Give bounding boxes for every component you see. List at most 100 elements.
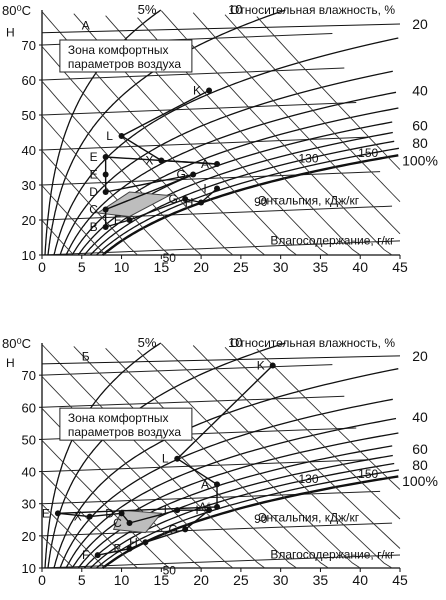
process-line (200, 187, 218, 204)
process-line (89, 512, 122, 518)
comfort-label-box (59, 407, 193, 441)
h-line (41, 355, 401, 365)
comfort-label-line2: параметров воздуха (68, 425, 181, 439)
x-tick-label: 30 (273, 259, 289, 275)
enthalpy-label: 130 (298, 472, 318, 486)
h-line-label: Н (6, 25, 15, 39)
h-line-letter: А (82, 18, 90, 32)
y-tick-label: 40 (22, 143, 36, 158)
enthalpy-label: 50 (163, 563, 177, 577)
point-label: B (114, 542, 122, 556)
point-label: X (74, 510, 82, 524)
y-tick-label: 20 (22, 529, 36, 544)
comfort-zone (96, 191, 172, 218)
point-label: G (169, 192, 178, 206)
rh-right-label: 60 (412, 118, 428, 134)
process-line (176, 458, 218, 486)
rh-curve (77, 121, 393, 256)
rh-curve (44, 342, 162, 569)
h-line-letter: Б (82, 350, 90, 364)
y-tick-label: 50 (22, 108, 36, 123)
enthalpy-axis-label: Энтальпия, кДж/кг (258, 510, 360, 524)
y-tick-label: 10 (22, 248, 36, 263)
enthalpy-line (41, 185, 106, 256)
enthalpy-line (105, 347, 329, 569)
rh-top-10: 10 (228, 2, 242, 17)
enthalpy-line (41, 344, 266, 569)
process-line (129, 198, 186, 221)
process-line (57, 512, 90, 518)
x-tick-label: 25 (233, 259, 249, 275)
point-label: D (89, 185, 98, 199)
y-tick-label: 30 (22, 178, 36, 193)
rh-right-label: 80 (412, 135, 428, 151)
comfort-label-line1: Зона комфортных (68, 43, 169, 57)
enthalpy-line (41, 220, 75, 256)
process-line (129, 509, 178, 524)
enthalpy-line (41, 46, 234, 256)
enthalpy-line (256, 348, 401, 490)
process-line (105, 219, 130, 228)
enthalpy-line (41, 503, 106, 569)
point-label: I (164, 503, 167, 517)
x-tick-label: 35 (313, 572, 329, 588)
enthalpy-axis-label: Энтальпия, кДж/кг (258, 193, 360, 207)
x-tick-label: 40 (352, 259, 368, 275)
enthalpy-label: 130 (298, 151, 318, 165)
rh-top-5: 5% (138, 2, 157, 17)
rh-curve (89, 462, 395, 569)
y-tick-label: 30 (22, 497, 36, 512)
isotherm-line (41, 554, 401, 569)
process-line (97, 548, 130, 556)
enthalpy-label: 150 (358, 146, 378, 160)
point-label: G (176, 168, 185, 182)
process-line (105, 156, 218, 165)
x-tick-label: 5 (78, 259, 86, 275)
point-label: A (201, 157, 209, 171)
rh-curve (83, 131, 393, 256)
rh-curve (65, 91, 397, 256)
x-tick-label: 5 (78, 572, 86, 588)
point-label: C (113, 516, 122, 530)
point-label: K (257, 359, 265, 373)
comfort-label-box (59, 39, 193, 73)
rh-top-5: 5% (138, 335, 157, 350)
rh-right-label: 100% (402, 153, 438, 169)
enthalpy-line (160, 343, 393, 569)
y-tick-label: 70 (22, 368, 36, 383)
process-line (105, 173, 194, 211)
process-line (145, 528, 186, 543)
isotherm-line (41, 240, 401, 256)
process-line (184, 509, 210, 530)
enthalpy-line (41, 535, 75, 569)
process-line (185, 198, 202, 204)
rh-curve (71, 432, 399, 569)
rh-right-label: 40 (412, 83, 428, 99)
point-label: A (201, 477, 209, 491)
enthalpy-label: 90 (254, 512, 268, 526)
point-label: F (114, 213, 121, 227)
rh-right-label: 20 (412, 348, 428, 364)
y-top-label: 80⁰C (2, 3, 31, 18)
x-tick-label: 10 (114, 572, 130, 588)
process-line (176, 364, 274, 460)
enthalpy-line (41, 81, 202, 256)
isotherm-line (41, 102, 357, 116)
point-label: D (105, 506, 114, 520)
enthalpy-label: 50 (163, 251, 177, 265)
rh-right-label: 40 (412, 409, 428, 425)
isotherm-line (41, 205, 393, 221)
enthalpy-line (192, 12, 401, 235)
rh-right-label: 80 (412, 457, 428, 473)
x-tick-label: 40 (352, 572, 368, 588)
x-tick-label: 30 (273, 572, 289, 588)
moisture-axis-label: Влагосодержание, г/кг (270, 234, 395, 248)
chart-bottom: 0 5 10 15 20 25 30 35 40 45 10 20 30 40 50 60 70 80⁰C Н Б Зо… (2, 335, 438, 588)
rh-curve (96, 147, 400, 256)
x-tick-label: 0 (38, 259, 46, 275)
y-tick-label: 20 (22, 213, 36, 228)
point-label: K (193, 84, 201, 98)
moisture-axis-label: Влагосодержание, г/кг (270, 547, 395, 561)
rh-curve (59, 398, 393, 569)
